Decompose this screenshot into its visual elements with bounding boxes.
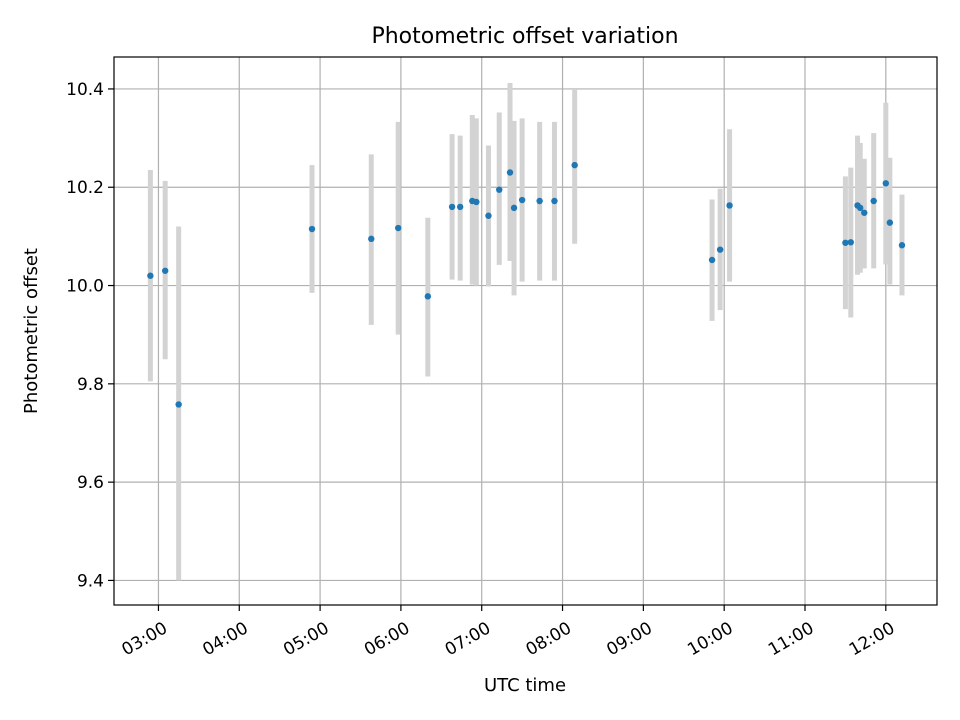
y-tick-label: 10.0: [66, 277, 104, 297]
x-tick-label: 11:00: [765, 618, 817, 660]
data-point: [847, 239, 854, 246]
y-tick-label: 10.4: [66, 80, 104, 100]
data-point: [551, 197, 558, 205]
x-tick-label: 06:00: [361, 618, 413, 660]
data-point: [368, 235, 375, 243]
data-point: [882, 180, 890, 187]
x-tick-label: 08:00: [523, 618, 575, 660]
data-point: [424, 293, 432, 300]
x-tick-label: 09:00: [603, 618, 655, 660]
x-tick-label: 07:00: [442, 618, 494, 660]
x-tick-label: 12:00: [846, 618, 898, 660]
x-tick-label: 04:00: [199, 618, 251, 660]
x-tick-label: 05:00: [280, 618, 332, 660]
y-tick-label: 9.8: [77, 375, 104, 395]
data-point: [898, 242, 906, 249]
data-point: [308, 225, 316, 233]
data-point: [842, 239, 849, 246]
data-point: [861, 209, 868, 216]
data-point: [857, 204, 864, 212]
data-points: [147, 161, 906, 408]
y-axis-label: Photometric offset: [21, 248, 42, 414]
x-axis-ticks: 03:00 04:00 05:00 06:00 07:00 08:00 09:00 10:00…: [119, 605, 898, 660]
chart-title: Photometric offset variation: [371, 24, 678, 49]
data-point: [886, 219, 894, 226]
data-point: [716, 246, 724, 253]
error-bars: [147, 83, 905, 581]
data-point: [473, 198, 480, 206]
data-point: [496, 186, 503, 193]
data-point: [510, 204, 518, 212]
x-tick-label: 03:00: [119, 618, 171, 660]
grid: [114, 57, 937, 605]
data-point: [175, 401, 182, 408]
y-tick-label: 9.4: [77, 571, 104, 591]
data-point: [708, 256, 716, 264]
y-tick-label: 9.6: [77, 473, 104, 493]
data-point: [448, 203, 456, 211]
data-point: [506, 169, 514, 176]
plot-frame: [113, 56, 938, 606]
data-point: [456, 203, 464, 211]
data-point: [161, 267, 169, 274]
x-tick-label: 10:00: [684, 618, 736, 660]
data-point: [485, 212, 492, 219]
x-axis-label: UTC time: [484, 675, 566, 696]
data-point: [147, 272, 154, 279]
data-point: [536, 197, 543, 205]
data-point: [395, 224, 402, 232]
y-axis-ticks: 9.4 9.6 9.8 10.0 10.2 10.4: [66, 80, 114, 591]
data-point: [870, 197, 877, 205]
data-point: [726, 202, 733, 209]
data-point: [518, 196, 526, 204]
data-point: [571, 161, 578, 169]
y-tick-label: 10.2: [66, 178, 104, 198]
